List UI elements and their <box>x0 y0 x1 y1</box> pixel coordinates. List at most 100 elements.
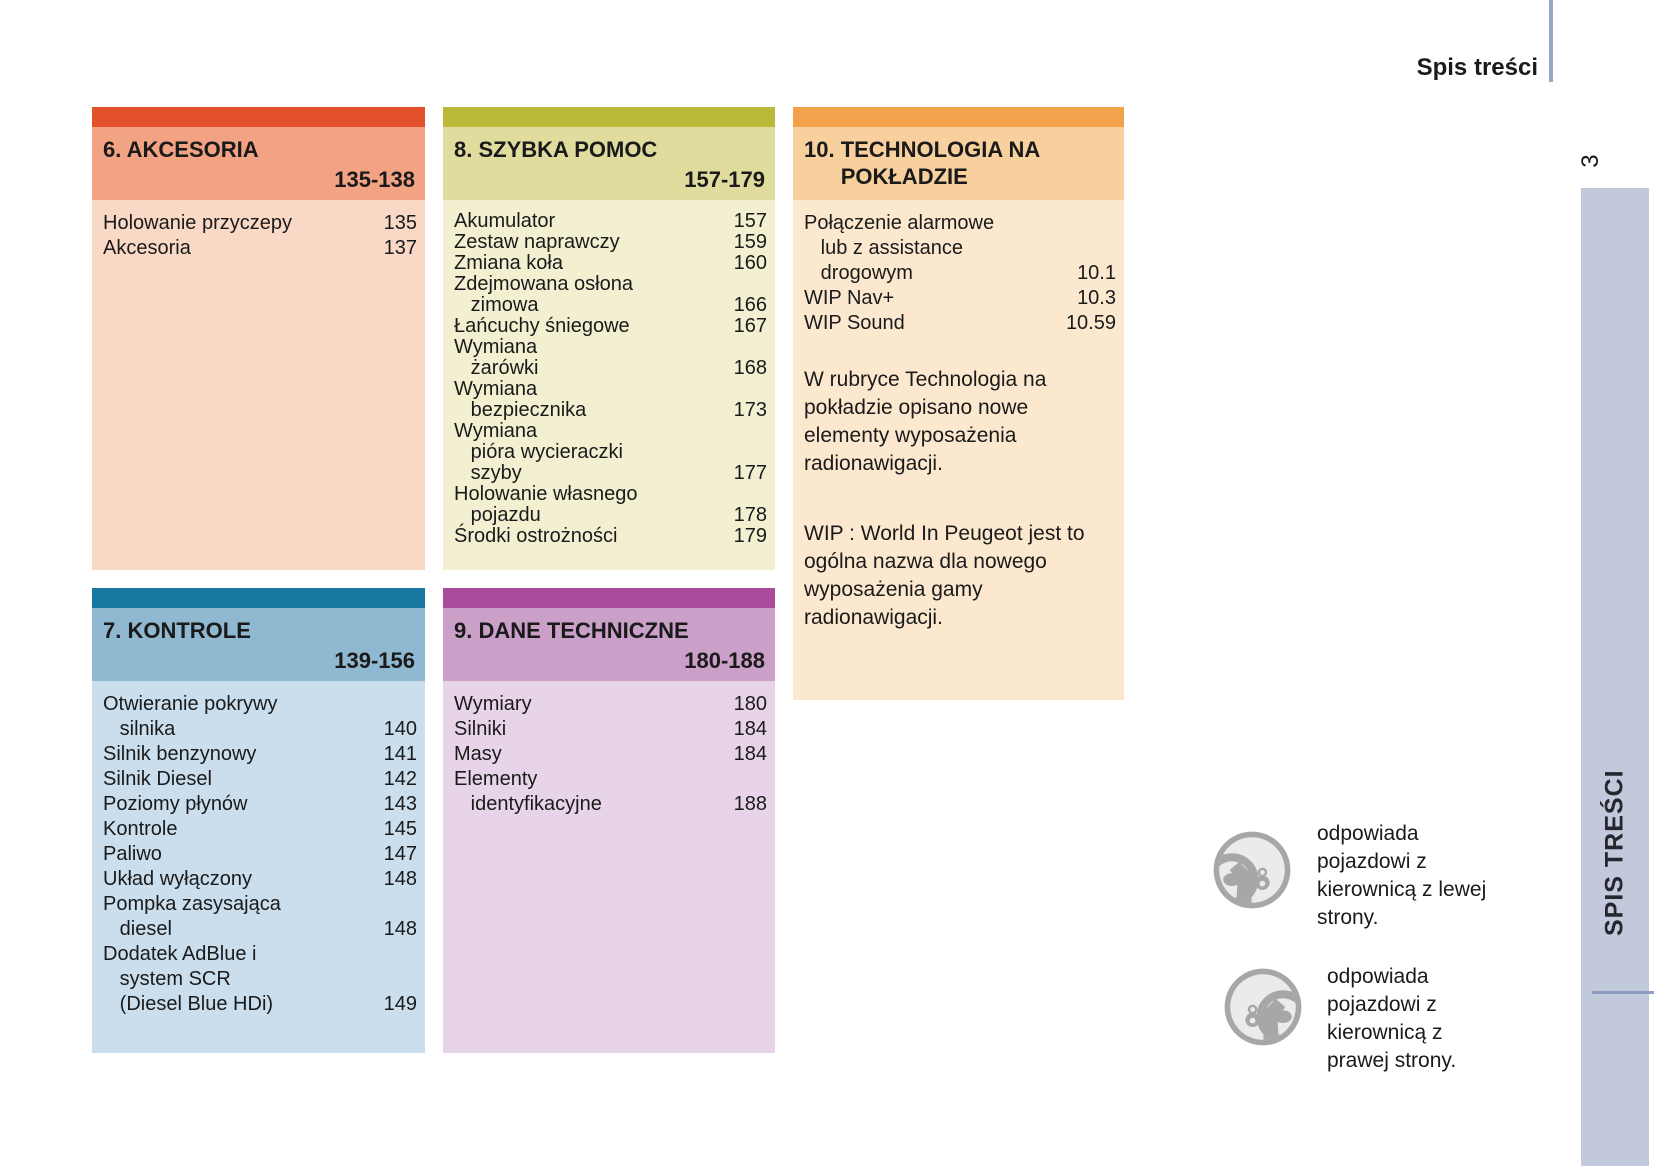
toc-item-page: 166 <box>733 294 767 316</box>
toc-item-page: 167 <box>733 315 767 337</box>
toc-item: Wymiana bezpiecznika 173 <box>454 379 767 421</box>
toc-list: Połączenie alarmowe lub z assistance dro… <box>804 211 1116 336</box>
toc-item: WIP Sound 10.59 <box>804 311 1116 336</box>
toc-item-label: Holowanie przyczepy <box>103 212 292 234</box>
toc-item-label: WIP Nav+ <box>804 287 895 309</box>
info-paragraphs: W rubryce Technologia na pokładzie opisa… <box>804 366 1116 632</box>
toc-item-page: 149 <box>383 993 417 1015</box>
toc-item: Zdejmowana osłona zimowa 166 <box>454 274 767 316</box>
box-header: 8. SZYBKA POMOC 157-179 <box>443 127 775 200</box>
toc-item: Wymiary 180 <box>454 692 767 717</box>
toc-item-page: 10.1 <box>1077 262 1116 284</box>
toc-item: Akumulator 157 <box>454 211 767 232</box>
box-top-bar <box>92 588 425 608</box>
toc-box-kontrole: 7. KONTROLE 139-156 Otwieranie pokrywy s… <box>92 588 425 1053</box>
toc-item-label: Wymiana bezpiecznika <box>454 378 587 421</box>
toc-item: Paliwo 147 <box>103 842 417 867</box>
toc-item-label: Silniki <box>454 718 507 740</box>
toc-item-page: 137 <box>383 237 417 259</box>
toc-item-label: Elementy identyfikacyjne <box>454 768 602 815</box>
box-body: Połączenie alarmowe lub z assistance dro… <box>793 200 1124 700</box>
sidebar-tab-label: SPIS TREŚCI <box>1600 769 1629 936</box>
toc-box-technologia: 10. TECHNOLOGIA NA POKŁADZIE Połączenie … <box>793 107 1124 700</box>
toc-item: Holowanie przyczepy 135 <box>103 211 417 236</box>
toc-list: Wymiary 180 Silniki 184 Masy 184 Element… <box>454 692 767 817</box>
toc-item-label: Dodatek AdBlue i system SCR (Diesel Blue… <box>103 943 274 1015</box>
toc-list: Holowanie przyczepy 135 Akcesoria 137 <box>103 211 417 261</box>
toc-item-label: Silnik Diesel <box>103 768 212 790</box>
toc-item-label: Otwieranie pokrywy silnika <box>103 693 278 740</box>
box-top-bar <box>443 588 775 608</box>
toc-item-label: Środki ostrożności <box>454 525 618 547</box>
toc-item-page: 184 <box>733 743 767 765</box>
toc-item-page: 143 <box>383 793 417 815</box>
toc-item-page: 141 <box>383 743 417 765</box>
toc-item-label: WIP Sound <box>804 312 905 334</box>
toc-item-label: Poziomy płynów <box>103 793 248 815</box>
toc-item-label: Pompka zasysająca diesel <box>103 893 281 940</box>
toc-item-page: 142 <box>383 768 417 790</box>
box-title: 10. TECHNOLOGIA NA POKŁADZIE <box>804 137 1041 189</box>
toc-item-page: 157 <box>733 210 767 232</box>
box-body: Akumulator 157 Zestaw naprawczy 159 Zmia… <box>443 200 775 570</box>
legend-text-right: odpowiada pojazdowi z kierownicą z prawe… <box>1327 965 1457 1072</box>
box-title: 9. DANE TECHNICZNE <box>454 618 689 643</box>
box-title: 8. SZYBKA POMOC <box>454 137 658 162</box>
steering-wheel-left-icon <box>1212 830 1292 910</box>
box-body: Holowanie przyczepy 135 Akcesoria 137 <box>92 200 425 570</box>
toc-item-page: 135 <box>383 212 417 234</box>
toc-item: Elementy identyfikacyjne 188 <box>454 767 767 817</box>
toc-item-label: Układ wyłączony <box>103 868 252 890</box>
toc-item: Otwieranie pokrywy silnika 140 <box>103 692 417 742</box>
box-header: 6. AKCESORIA 135-138 <box>92 127 425 200</box>
toc-item: Środki ostrożności 179 <box>454 526 767 547</box>
toc-item: Układ wyłączony 148 <box>103 867 417 892</box>
toc-item: Akcesoria 137 <box>103 236 417 261</box>
box-top-bar <box>793 107 1124 127</box>
info-paragraph: W rubryce Technologia na pokładzie opisa… <box>804 368 1047 475</box>
toc-item-label: Łańcuchy śniegowe <box>454 315 630 337</box>
page-number: 3 <box>1577 154 1604 168</box>
box-page-range: 180-188 <box>684 648 765 673</box>
toc-item-label: Silnik benzynowy <box>103 743 257 765</box>
toc-item: Holowanie własnego pojazdu 178 <box>454 484 767 526</box>
toc-item: Łańcuchy śniegowe 167 <box>454 316 767 337</box>
sidebar-tab: SPIS TREŚCI <box>1581 188 1649 1166</box>
toc-item-page: 168 <box>733 357 767 379</box>
toc-item-label: Zdejmowana osłona zimowa <box>454 273 633 316</box>
toc-item-label: Wymiana żarówki <box>454 336 539 379</box>
toc-box-dane-techniczne: 9. DANE TECHNICZNE 180-188 Wymiary 180 S… <box>443 588 775 1053</box>
toc-item-page: 184 <box>733 718 767 740</box>
box-header: 10. TECHNOLOGIA NA POKŁADZIE <box>793 127 1124 200</box>
toc-item-label: Wymiary <box>454 693 532 715</box>
box-title: 6. AKCESORIA <box>103 137 259 162</box>
toc-item: Masy 184 <box>454 742 767 767</box>
box-page-range: 157-179 <box>684 167 765 192</box>
box-body: Wymiary 180 Silniki 184 Masy 184 Element… <box>443 681 775 1053</box>
toc-item: Połączenie alarmowe lub z assistance dro… <box>804 211 1116 286</box>
toc-item: Poziomy płynów 143 <box>103 792 417 817</box>
toc-item-page: 10.3 <box>1077 287 1116 309</box>
toc-item-label: Holowanie własnego pojazdu <box>454 483 638 526</box>
toc-box-akcesoria: 6. AKCESORIA 135-138 Holowanie przyczepy… <box>92 107 425 570</box>
sidebar-divider-line <box>1592 991 1654 994</box>
toc-item-page: 147 <box>383 843 417 865</box>
toc-list: Akumulator 157 Zestaw naprawczy 159 Zmia… <box>454 211 767 547</box>
toc-item: Wymiana żarówki 168 <box>454 337 767 379</box>
toc-item: Pompka zasysająca diesel 148 <box>103 892 417 942</box>
box-page-range: 139-156 <box>334 648 415 673</box>
toc-item-page: 173 <box>733 399 767 421</box>
toc-list: Otwieranie pokrywy silnika 140 Silnik be… <box>103 692 417 1017</box>
toc-item-page: 140 <box>383 718 417 740</box>
toc-item: Silnik Diesel 142 <box>103 767 417 792</box>
toc-item: Zestaw naprawczy 159 <box>454 232 767 253</box>
toc-item-page: 160 <box>733 252 767 274</box>
toc-item-label: Połączenie alarmowe lub z assistance dro… <box>804 212 995 284</box>
toc-item-page: 145 <box>383 818 417 840</box>
toc-item-label: Wymiana pióra wycieraczki szyby <box>454 420 623 484</box>
box-body: Otwieranie pokrywy silnika 140 Silnik be… <box>92 681 425 1053</box>
steering-wheel-right-icon <box>1223 967 1303 1047</box>
toc-item-page: 178 <box>733 504 767 526</box>
toc-item: Silnik benzynowy 141 <box>103 742 417 767</box>
toc-item: WIP Nav+ 10.3 <box>804 286 1116 311</box>
